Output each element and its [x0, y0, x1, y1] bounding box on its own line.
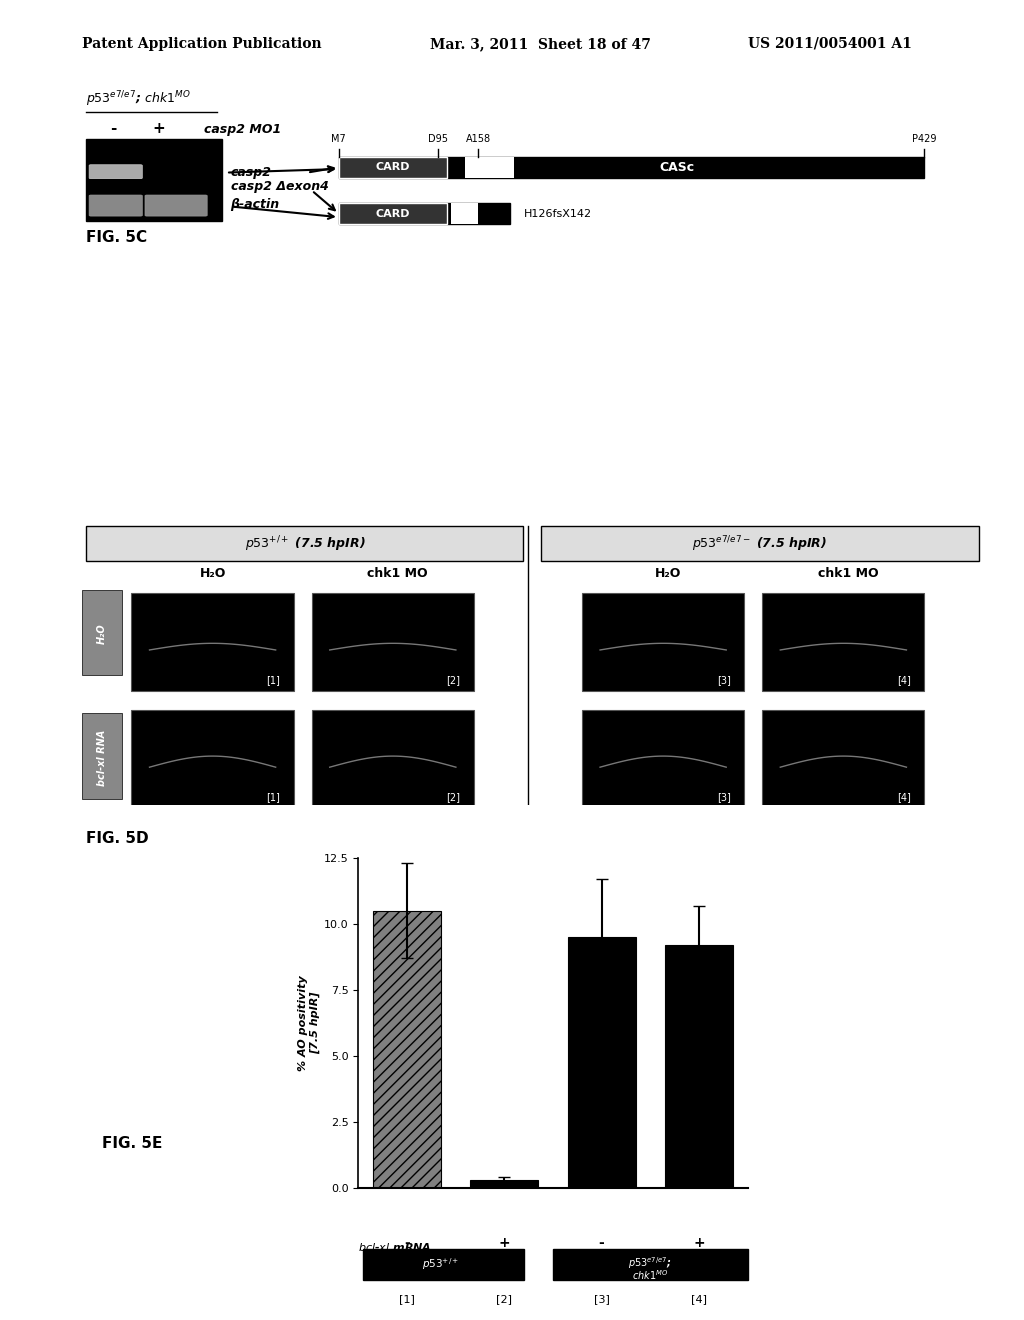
Text: -: -: [599, 1236, 604, 1250]
Bar: [762, 593, 925, 692]
Text: $bcl$-$xl$ mRNA: $bcl$-$xl$ mRNA: [358, 1241, 432, 1253]
Bar: [373, 911, 441, 1188]
Text: CASc: CASc: [659, 161, 694, 174]
Text: [3]: [3]: [717, 792, 731, 803]
Text: CARD: CARD: [376, 162, 410, 172]
Bar: [762, 710, 925, 808]
Text: -: -: [404, 1236, 410, 1250]
Text: [4]: [4]: [897, 792, 911, 803]
Text: Patent Application Publication: Patent Application Publication: [82, 37, 322, 51]
Bar: [82, 590, 123, 676]
Text: US 2011/0054001 A1: US 2011/0054001 A1: [748, 37, 911, 51]
Text: casp2 MO1: casp2 MO1: [204, 123, 281, 136]
Text: $p53^{+/+}$ (7.5 hpIR): $p53^{+/+}$ (7.5 hpIR): [245, 535, 366, 554]
Text: $chk1^{MO}$: $chk1^{MO}$: [632, 1269, 669, 1282]
Text: casp2 Δexon4: casp2 Δexon4: [230, 181, 329, 193]
FancyBboxPatch shape: [89, 195, 142, 216]
Text: CARD: CARD: [376, 209, 410, 219]
Bar: [131, 593, 294, 692]
Text: FIG. 5D: FIG. 5D: [86, 832, 150, 846]
Text: $p53^{e7/e7-}$ (7.5 hpIR): $p53^{e7/e7-}$ (7.5 hpIR): [692, 535, 827, 554]
Text: +: +: [499, 1236, 510, 1250]
Bar: [131, 710, 294, 808]
Text: bcl-xl RNA: bcl-xl RNA: [97, 730, 108, 785]
Bar: [86, 139, 221, 220]
Text: A158: A158: [466, 135, 490, 144]
Text: [3]: [3]: [717, 675, 731, 685]
Text: H₂O: H₂O: [97, 624, 108, 644]
Text: casp2: casp2: [230, 166, 271, 180]
Text: FIG. 5C: FIG. 5C: [86, 230, 147, 246]
Text: $p53^{+/+}$: $p53^{+/+}$: [423, 1257, 460, 1272]
Bar: [339, 203, 446, 224]
FancyBboxPatch shape: [145, 195, 207, 216]
Bar: [452, 203, 478, 224]
Text: chk1 MO: chk1 MO: [367, 568, 428, 581]
Text: M7: M7: [332, 135, 346, 144]
Bar: [567, 937, 636, 1188]
FancyBboxPatch shape: [364, 1249, 523, 1280]
Bar: [311, 593, 474, 692]
FancyBboxPatch shape: [89, 165, 142, 178]
Bar: [470, 1180, 539, 1188]
Text: P429: P429: [912, 135, 937, 144]
Text: D95: D95: [428, 135, 447, 144]
Bar: [339, 203, 510, 224]
Bar: [665, 945, 733, 1188]
Text: [2]: [2]: [446, 792, 461, 803]
Text: FIG. 5E: FIG. 5E: [102, 1137, 163, 1151]
Bar: [82, 713, 123, 799]
Text: H₂O: H₂O: [654, 568, 681, 581]
Bar: [339, 157, 925, 178]
Text: -: -: [111, 121, 117, 136]
Text: [1]: [1]: [399, 1294, 415, 1304]
FancyBboxPatch shape: [553, 1249, 748, 1280]
Text: [2]: [2]: [497, 1294, 512, 1304]
Bar: [465, 157, 514, 178]
Text: [4]: [4]: [691, 1294, 707, 1304]
Text: +: +: [693, 1236, 705, 1250]
Text: H₂O: H₂O: [200, 568, 225, 581]
Text: H126fsX142: H126fsX142: [523, 209, 592, 219]
Y-axis label: % AO positivity
[7.5 hpIR]: % AO positivity [7.5 hpIR]: [298, 975, 319, 1071]
Text: chk1 MO: chk1 MO: [817, 568, 879, 581]
Text: β-actin: β-actin: [230, 198, 280, 211]
Text: +: +: [153, 121, 165, 136]
Bar: [542, 527, 979, 561]
Text: [1]: [1]: [266, 675, 281, 685]
Text: Mar. 3, 2011  Sheet 18 of 47: Mar. 3, 2011 Sheet 18 of 47: [430, 37, 651, 51]
Bar: [86, 527, 523, 561]
Bar: [582, 593, 744, 692]
Text: [3]: [3]: [594, 1294, 609, 1304]
Bar: [311, 710, 474, 808]
Text: [2]: [2]: [446, 675, 461, 685]
Text: [1]: [1]: [266, 792, 281, 803]
Text: $p53^{e7/e7}$; $chk1^{MO}$: $p53^{e7/e7}$; $chk1^{MO}$: [86, 90, 191, 108]
Text: [4]: [4]: [897, 675, 911, 685]
Bar: [339, 157, 446, 178]
Bar: [582, 710, 744, 808]
Text: $p53^{e7/e7}$;: $p53^{e7/e7}$;: [629, 1255, 672, 1271]
